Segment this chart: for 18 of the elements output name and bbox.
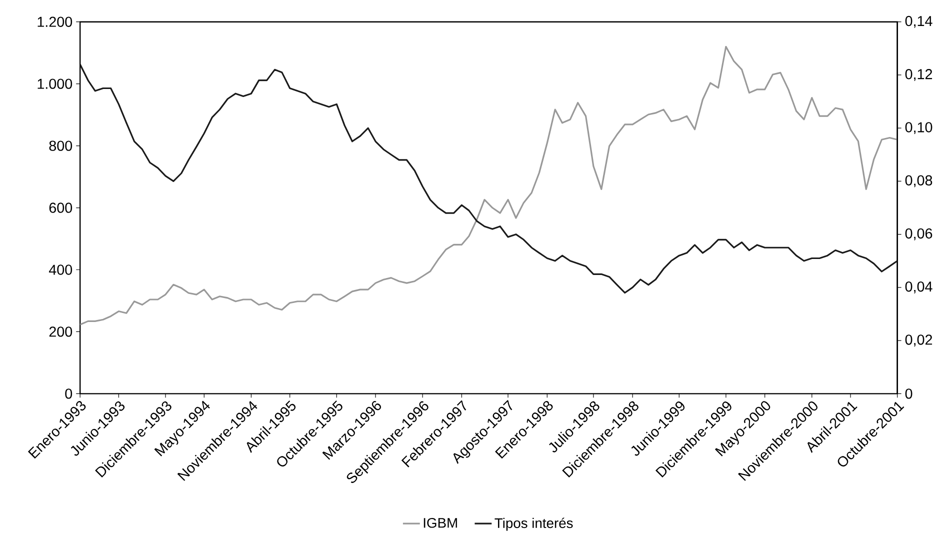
y-tick-label: 0 xyxy=(65,388,72,399)
line-series xyxy=(80,46,898,326)
y-tick-label: 1.200 xyxy=(38,16,72,28)
y2-tick-label: 0 xyxy=(905,388,912,399)
y-tick-label: 600 xyxy=(49,202,72,213)
legend-label: Tipos interés xyxy=(494,518,573,531)
y2-tick-label: 0,06 xyxy=(905,228,932,240)
y2-tick-label: 0,02 xyxy=(905,334,932,347)
y2-tick-label: 0,14 xyxy=(905,16,932,28)
y2-tick-label: 0,08 xyxy=(905,175,932,188)
y-tick-label: 1.000 xyxy=(38,78,72,89)
y-tick-label: 200 xyxy=(49,326,72,337)
y2-tick-label: 0,04 xyxy=(905,282,932,294)
y-tick-label: 800 xyxy=(49,140,72,151)
legend-label: IGBM xyxy=(424,518,457,528)
y-tick-label: 400 xyxy=(48,264,72,275)
y2-tick-label: 0,12 xyxy=(905,69,932,81)
y2-tick-label: 0,10 xyxy=(905,122,932,134)
